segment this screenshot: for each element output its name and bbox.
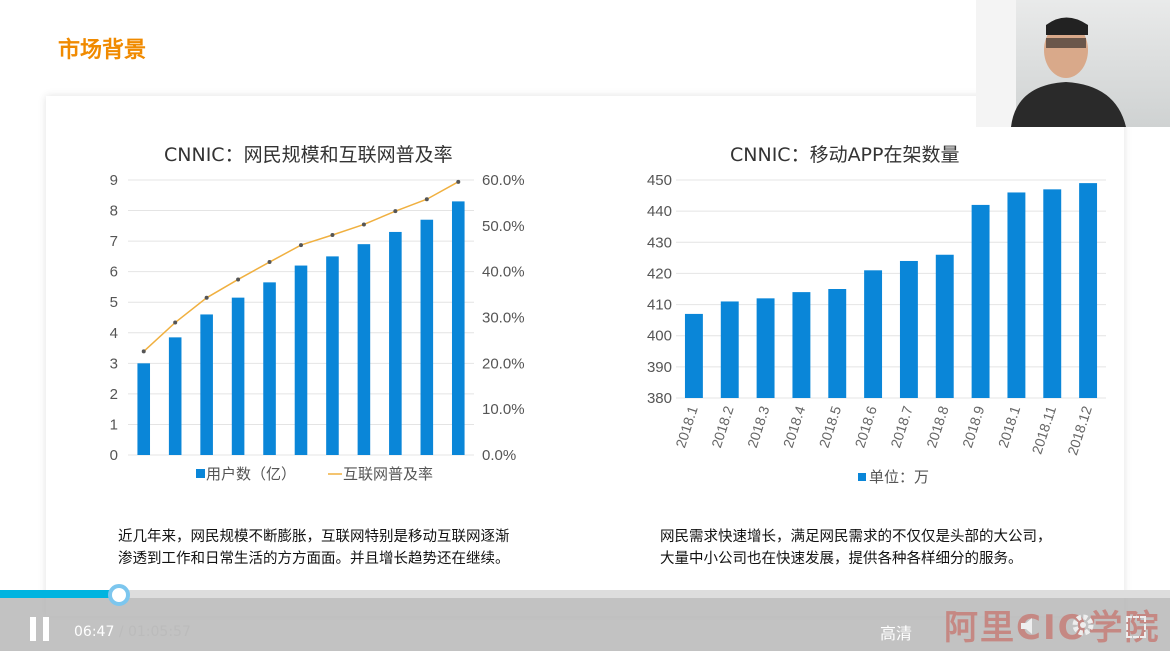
bar bbox=[1007, 192, 1026, 398]
gear-icon[interactable] bbox=[1070, 612, 1096, 638]
bar bbox=[899, 260, 918, 398]
bar bbox=[231, 297, 245, 455]
bar bbox=[756, 298, 775, 398]
bar bbox=[451, 201, 465, 455]
bar bbox=[935, 254, 954, 398]
bar bbox=[1079, 183, 1098, 398]
legend-swatch bbox=[858, 473, 866, 481]
quality-button[interactable]: 高清 bbox=[880, 624, 913, 643]
y2-tick-label: 10.0% bbox=[482, 401, 525, 418]
chart-title-users: CNNIC：网民规模和互联网普及率 bbox=[164, 144, 453, 166]
line-point bbox=[236, 277, 241, 282]
bar bbox=[294, 265, 308, 455]
duration: / 01:05:57 bbox=[118, 624, 191, 640]
y-tick-label: 440 bbox=[647, 203, 672, 220]
left-description: 近几年来，网民规模不断膨胀，互联网特别是移动互联网逐渐渗透到工作和日常生活的方方… bbox=[118, 529, 510, 567]
line-point bbox=[299, 243, 303, 248]
right-description: 网民需求快速增长，满足网民需求的不仅仅是头部的大公司，大量中小公司也在快速发展，… bbox=[660, 529, 1052, 567]
y-tick-label: 1 bbox=[110, 416, 118, 433]
line-point bbox=[456, 179, 461, 184]
progress-handle[interactable] bbox=[108, 584, 130, 606]
y-tick-label: 5 bbox=[110, 294, 118, 311]
y-tick-label: 420 bbox=[647, 265, 672, 282]
bar bbox=[720, 301, 739, 398]
y-tick-label: 380 bbox=[647, 390, 672, 407]
chart-title-apps: CNNIC：移动APP在架数量 bbox=[730, 144, 960, 166]
bar bbox=[326, 256, 339, 455]
users-chart: 0 1 2 3 4 5 6 7 8 9 0.0% 10.0% 20.0% 30.0% 40.0% 50.0% 6… bbox=[110, 172, 525, 483]
current-time: 06:47 bbox=[74, 624, 115, 640]
x-tick-label: 2018.12 bbox=[1064, 404, 1095, 457]
volume-icon[interactable] bbox=[1018, 614, 1042, 638]
x-tick-label: 2018.1 bbox=[995, 404, 1024, 450]
y-tick-label: 3 bbox=[110, 355, 118, 372]
y-tick-label: 410 bbox=[647, 297, 672, 314]
x-tick-label: 2018.7 bbox=[887, 404, 916, 450]
bar bbox=[971, 204, 990, 398]
x-tick-label: 2018.5 bbox=[816, 404, 845, 450]
line-point bbox=[204, 295, 209, 300]
bar bbox=[1043, 189, 1062, 398]
line-point bbox=[393, 209, 398, 214]
y-tick-label: 7 bbox=[110, 233, 118, 250]
line-point bbox=[141, 349, 146, 354]
x-tick-label: 2018.8 bbox=[923, 404, 952, 450]
legend-label: 用户数（亿） bbox=[206, 466, 296, 483]
player-control-bar bbox=[0, 590, 1170, 651]
x-tick-label: 2018.6 bbox=[851, 404, 880, 450]
bar bbox=[357, 244, 371, 455]
pause-button[interactable] bbox=[30, 617, 52, 641]
x-tick-label: 2018.4 bbox=[780, 404, 809, 450]
x-tick-label: 2018.1 bbox=[672, 404, 701, 450]
legend-swatch-bar bbox=[196, 469, 205, 478]
line-point bbox=[424, 197, 429, 202]
progress-fill bbox=[0, 590, 118, 598]
x-tick-label: 2018.2 bbox=[708, 404, 737, 450]
presenter-webcam bbox=[976, 0, 1170, 127]
progress-bar[interactable] bbox=[0, 590, 1170, 598]
bar bbox=[828, 289, 847, 398]
watermark-logo: 阿里CIO学院 bbox=[944, 608, 1161, 648]
bar bbox=[389, 231, 402, 455]
y-tick-label: 450 bbox=[647, 172, 672, 189]
time-display: 06:47 / 01:05:57 bbox=[74, 624, 191, 640]
line-point bbox=[173, 320, 178, 325]
y-tick-label: 6 bbox=[110, 264, 118, 281]
bar bbox=[792, 292, 811, 398]
y-tick-label: 2 bbox=[110, 386, 118, 403]
y-tick-label: 8 bbox=[110, 203, 118, 220]
legend-label: 单位：万 bbox=[869, 469, 929, 486]
bar bbox=[864, 270, 883, 398]
x-tick-label: 2018.11 bbox=[1029, 404, 1060, 456]
bar bbox=[684, 313, 703, 398]
bar bbox=[200, 314, 213, 455]
bar bbox=[137, 363, 151, 455]
y-tick-label: 4 bbox=[110, 325, 118, 342]
line-point bbox=[330, 233, 335, 237]
bar bbox=[168, 337, 182, 455]
y2-tick-label: 30.0% bbox=[482, 310, 525, 327]
slide-title: 市场背景 bbox=[58, 38, 147, 63]
bar bbox=[263, 282, 276, 455]
line-point bbox=[361, 222, 366, 227]
line-point bbox=[267, 260, 272, 265]
y-tick-label: 400 bbox=[647, 328, 672, 345]
x-tick-label: 2018.3 bbox=[744, 404, 773, 450]
y-tick-label: 430 bbox=[647, 234, 672, 251]
x-tick-label: 2018.9 bbox=[959, 404, 988, 450]
y-tick-label: 390 bbox=[647, 359, 672, 376]
bar bbox=[420, 219, 434, 455]
y2-tick-label: 0.0% bbox=[482, 447, 516, 464]
y2-tick-label: 40.0% bbox=[482, 264, 525, 281]
y2-tick-label: 60.0% bbox=[482, 172, 525, 189]
legend-label: 互联网普及率 bbox=[343, 466, 433, 483]
y-tick-label: 0 bbox=[110, 447, 118, 464]
y2-tick-label: 20.0% bbox=[482, 355, 525, 372]
fullscreen-icon[interactable] bbox=[1126, 616, 1146, 638]
y2-tick-label: 50.0% bbox=[482, 218, 525, 235]
y-tick-label: 9 bbox=[110, 172, 118, 189]
